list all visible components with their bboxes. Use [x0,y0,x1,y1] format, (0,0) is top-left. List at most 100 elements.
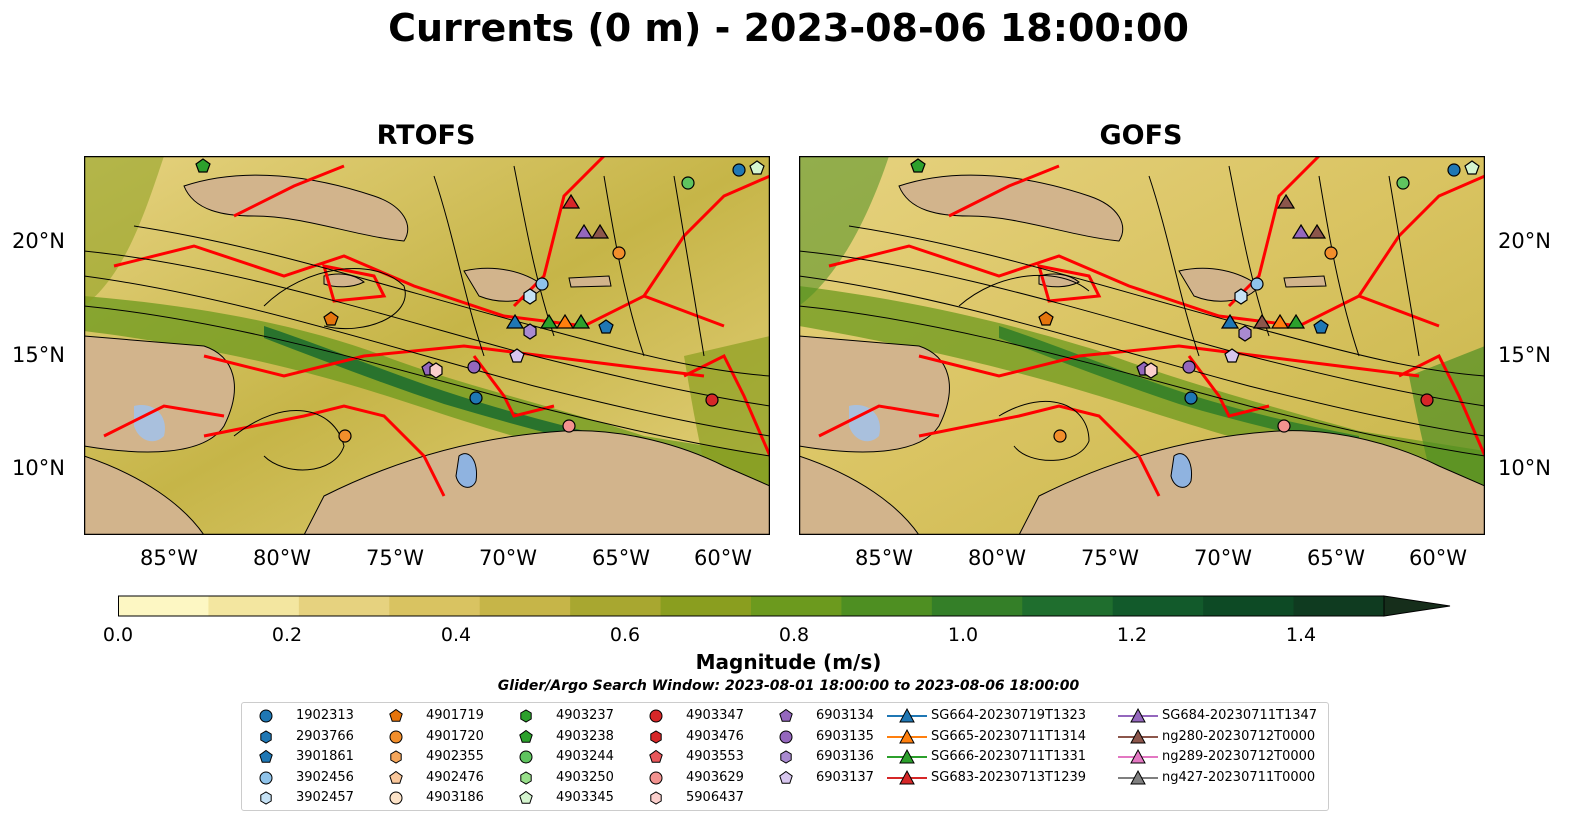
legend-entry-label: 3902457 [296,790,354,805]
land-puerto-rico [568,275,612,288]
lon-tick: 80°W [253,546,311,570]
legend-entry-label: SG683-20230713T1239 [931,769,1087,785]
land-puerto-rico [1283,275,1327,288]
colorbar-cell [751,596,842,616]
legend-entry-label: 4903476 [686,728,744,744]
lon-tick: 65°W [592,546,650,570]
land-south-america [303,430,770,535]
lon-tick: 85°W [855,546,913,570]
colorbar-cell [1112,596,1204,616]
land-central-america [799,335,950,453]
lat-tick: 10°N [12,456,65,480]
legend-entry-label: SG664-20230719T1323 [931,708,1087,723]
colorbar-cell [1203,596,1295,616]
current-jet-core [264,326,624,452]
legend-entry-label: 4903345 [556,790,614,805]
lat-tick: 20°N [1498,229,1551,253]
lon-tick: 80°W [968,546,1026,570]
circle-marker-icon [389,730,403,743]
colorbar-tick: 1.0 [947,624,979,646]
colorbar-cell [841,596,933,616]
pentagon-marker-icon [519,790,533,804]
colorbar-tick: 0.8 [778,624,810,646]
lake-nicaragua [849,405,880,442]
colorbar-cell [660,596,752,616]
legend-entry-label: SG684-20230711T1347 [1162,708,1318,723]
current-jet-core [999,326,1359,448]
legend-entry-label: ng280-20230712T0000 [1162,728,1316,744]
legend-entry-label: 4901719 [426,708,484,723]
triangle-marker-icon [1118,769,1158,784]
lake-nicaragua [134,405,165,442]
colorbar [118,595,1451,617]
hexagon-marker-icon [650,791,662,805]
colorbar-cell [479,596,571,616]
search-window-caption: Glider/Argo Search Window: 2023-08-01 18… [497,678,1080,694]
hexagon-marker-icon [260,729,272,744]
eez-boundaries [818,156,1485,497]
streamlines [84,165,770,471]
legend-entry-label: 4902355 [426,749,484,764]
colorbar-cell [1022,596,1114,616]
legend-entry-label: SG665-20230711T1314 [931,728,1087,744]
legend-entry-label: 4902476 [426,769,484,785]
circle-marker-icon [779,730,793,743]
lon-tick: 75°W [366,546,424,570]
panel-title-gofs: GOFS [1099,120,1183,151]
lat-tick: 15°N [12,343,65,367]
legend-entry-label: 4903186 [426,790,484,805]
hexagon-marker-icon [260,791,272,805]
pentagon-marker-icon [649,749,663,763]
circle-marker-icon [389,791,403,805]
lon-tick: 60°W [1409,546,1467,570]
lon-tick: 70°W [1194,546,1252,570]
map-frame [799,156,1485,535]
map-panel-rtofs [84,156,770,535]
colorbar-tick: 1.2 [1116,624,1148,646]
lon-tick: 85°W [140,546,198,570]
eez-boundaries [103,156,770,497]
lat-tick: 10°N [1498,456,1551,480]
legend-entry-label: 2903766 [296,728,354,744]
map-frame [84,156,770,535]
hexagon-marker-icon [390,750,402,764]
colorbar-cell [118,596,209,616]
triangle-marker-icon [1118,748,1158,764]
circle-marker-icon [259,771,273,784]
circle-marker-icon [649,709,663,723]
lat-tick: 20°N [12,229,65,253]
legend-entry-label: 4903250 [556,769,614,785]
colorbar-cell [570,596,662,616]
legend-entry-label: 4903237 [556,708,614,723]
land-south-america [1018,430,1485,535]
legend-entry-label: 6903135 [816,728,874,744]
lon-tick: 65°W [1307,546,1365,570]
float-markers [910,158,1480,443]
legend-entry-label: 4901720 [426,728,484,744]
hexagon-marker-icon [520,770,532,785]
colorbar-cell [389,596,481,616]
pentagon-marker-icon [259,749,273,763]
land-central-america [84,335,235,453]
lon-tick: 60°W [694,546,752,570]
legend-entry-label: 4903244 [556,749,614,764]
triangle-marker-icon [1118,728,1158,743]
circle-marker-icon [649,771,663,784]
triangle-marker-icon [887,769,927,784]
lake-maracaibo [455,453,478,488]
legend-entry-label: 4903553 [686,749,744,764]
triangle-marker-icon [1118,707,1158,723]
legend-entry-label: 4903238 [556,728,614,744]
colorbar-tick: 0.0 [102,624,134,646]
colorbar-tick: 0.6 [609,624,641,646]
legend-entry-label: ng289-20230712T0000 [1162,749,1316,764]
colorbar-tick: 1.4 [1285,624,1317,646]
triangle-marker-icon [887,748,927,764]
map-panel-gofs [799,156,1485,535]
legend-entry-label: ng427-20230711T0000 [1162,769,1316,785]
colorbar-label: Magnitude (m/s) [695,650,882,674]
streamlines [799,165,1485,461]
lat-tick: 15°N [1498,343,1551,367]
legend-entry-label: 6903137 [816,769,874,785]
colorbar-cell [1293,596,1385,616]
